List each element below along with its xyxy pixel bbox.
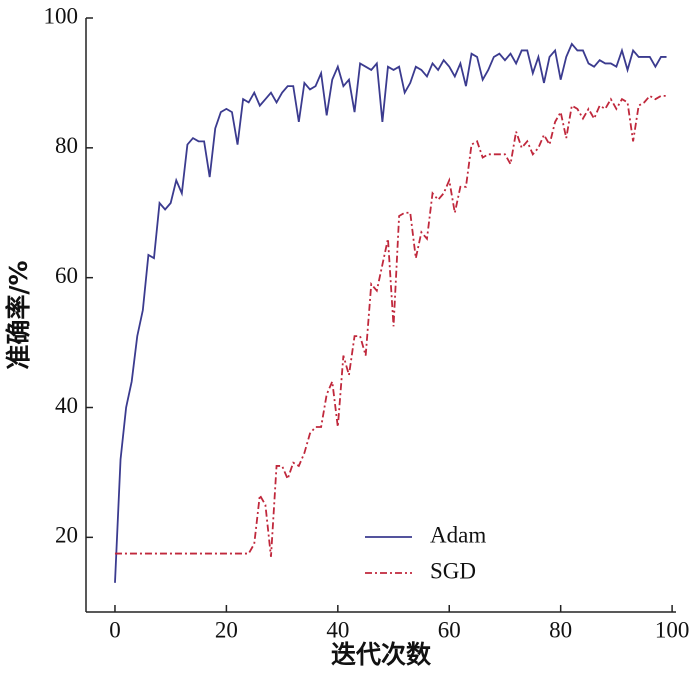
x-tick-label: 60 (438, 617, 461, 642)
y-axis-label: 准确率/% (4, 260, 33, 369)
x-tick-label: 0 (109, 617, 121, 642)
y-tick-label: 80 (55, 133, 78, 158)
x-tick-label: 80 (549, 617, 572, 642)
x-tick-label: 40 (326, 617, 349, 642)
y-tick-label: 60 (55, 263, 78, 288)
x-tick-label: 20 (215, 617, 238, 642)
y-tick-label: 20 (55, 523, 78, 548)
series-line (114, 94, 667, 557)
y-tick-label: 100 (44, 3, 79, 28)
legend-label: Adam (430, 522, 486, 547)
y-tick-label: 40 (55, 393, 78, 418)
x-axis-label: 迭代次数 (331, 640, 432, 669)
x-tick-label: 100 (655, 617, 690, 642)
legend-label: SGD (430, 558, 476, 583)
series-line (114, 42, 667, 583)
